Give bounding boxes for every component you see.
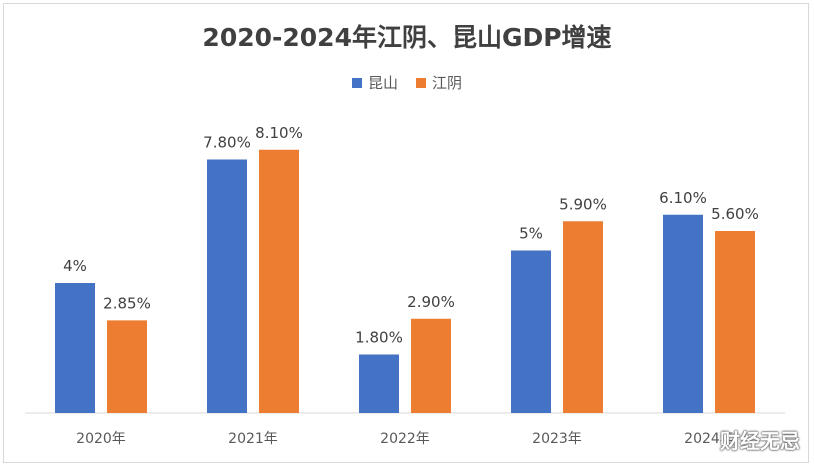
x-tick-label-2022年: 2022年 <box>380 431 430 447</box>
bar-江阴-2023年 <box>563 221 603 413</box>
bar-昆山-2023年 <box>511 250 551 413</box>
bar-昆山-2020年 <box>55 283 95 413</box>
legend-swatch-jiangyin <box>416 77 426 88</box>
bar-昆山-2024年 <box>663 214 703 413</box>
bar-昆山-2022年 <box>359 354 399 413</box>
bar-江阴-2021年 <box>259 149 299 413</box>
data-label-昆山-2024年: 6.10% <box>659 189 707 207</box>
data-label-江阴-2020年: 2.85% <box>103 294 151 312</box>
legend-label-kunshan: 昆山 <box>367 74 398 92</box>
data-label-昆山-2020年: 4% <box>63 257 87 275</box>
data-label-昆山-2022年: 1.80% <box>355 329 403 347</box>
data-label-江阴-2023年: 5.90% <box>559 195 607 213</box>
bar-江阴-2024年 <box>715 231 755 413</box>
x-tick-label-2020年: 2020年 <box>76 431 126 447</box>
legend-label-jiangyin: 江阴 <box>432 74 463 92</box>
data-label-江阴-2021年: 8.10% <box>255 124 303 142</box>
x-tick-label-2021年: 2021年 <box>228 431 278 447</box>
x-tick-label-2023年: 2023年 <box>532 431 582 447</box>
bar-昆山-2021年 <box>207 159 247 413</box>
chart-title: 2020-2024年江阴、昆山GDP增速 <box>202 23 612 52</box>
legend-item-jiangyin: 江阴 <box>416 72 462 93</box>
data-label-昆山-2021年: 7.80% <box>203 134 251 152</box>
x-tick-label-2024年: 2024年 <box>684 431 734 447</box>
data-label-江阴-2022年: 2.90% <box>407 293 455 311</box>
data-label-昆山-2023年: 5% <box>519 225 543 243</box>
bar-江阴-2022年 <box>411 318 451 413</box>
legend-swatch-kunshan <box>351 77 362 88</box>
data-label-江阴-2024年: 5.60% <box>711 205 759 223</box>
watermark: 财经无忌 <box>720 429 800 453</box>
chart-legend: 昆山 江阴 <box>0 72 814 93</box>
legend-item-kunshan: 昆山 <box>351 72 398 93</box>
bar-江阴-2020年 <box>107 320 147 413</box>
